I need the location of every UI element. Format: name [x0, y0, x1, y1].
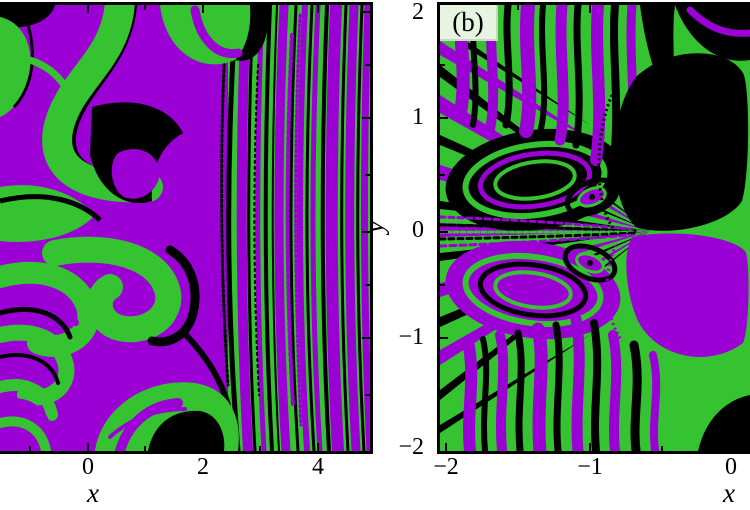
panel-b-xtick--1: −1	[577, 454, 603, 480]
panel-a-xtick-4: 4	[312, 454, 324, 480]
panel-b-label-badge: (b)	[440, 5, 498, 41]
panel-b-ytick-0: 0	[412, 216, 424, 243]
panel-b-ytick--1: −1	[398, 323, 424, 350]
panel-b-basin-plot: (b)	[437, 2, 750, 454]
panel-b-tag: (b)	[452, 7, 484, 37]
panel-b-xtick-0: 0	[725, 454, 737, 480]
panel-b-yaxis-label: y	[358, 221, 389, 233]
panel-a-basin-plot	[0, 2, 373, 454]
panel-a-xaxis-label: x	[87, 478, 99, 508]
panel-b-xaxis-label: x	[723, 478, 735, 508]
basin-fractal-art-b	[440, 5, 750, 451]
panel-b-ytick-1: 1	[412, 103, 424, 130]
panel-a-xtick-0: 0	[82, 454, 94, 480]
basin-fractal-art-a	[0, 5, 370, 451]
panel-b-ytick--2: −2	[398, 433, 424, 460]
panel-b-ytick-2: 2	[412, 0, 424, 25]
panel-b-xtick--2: −2	[433, 454, 459, 480]
panel-a-xtick-2: 2	[197, 454, 209, 480]
